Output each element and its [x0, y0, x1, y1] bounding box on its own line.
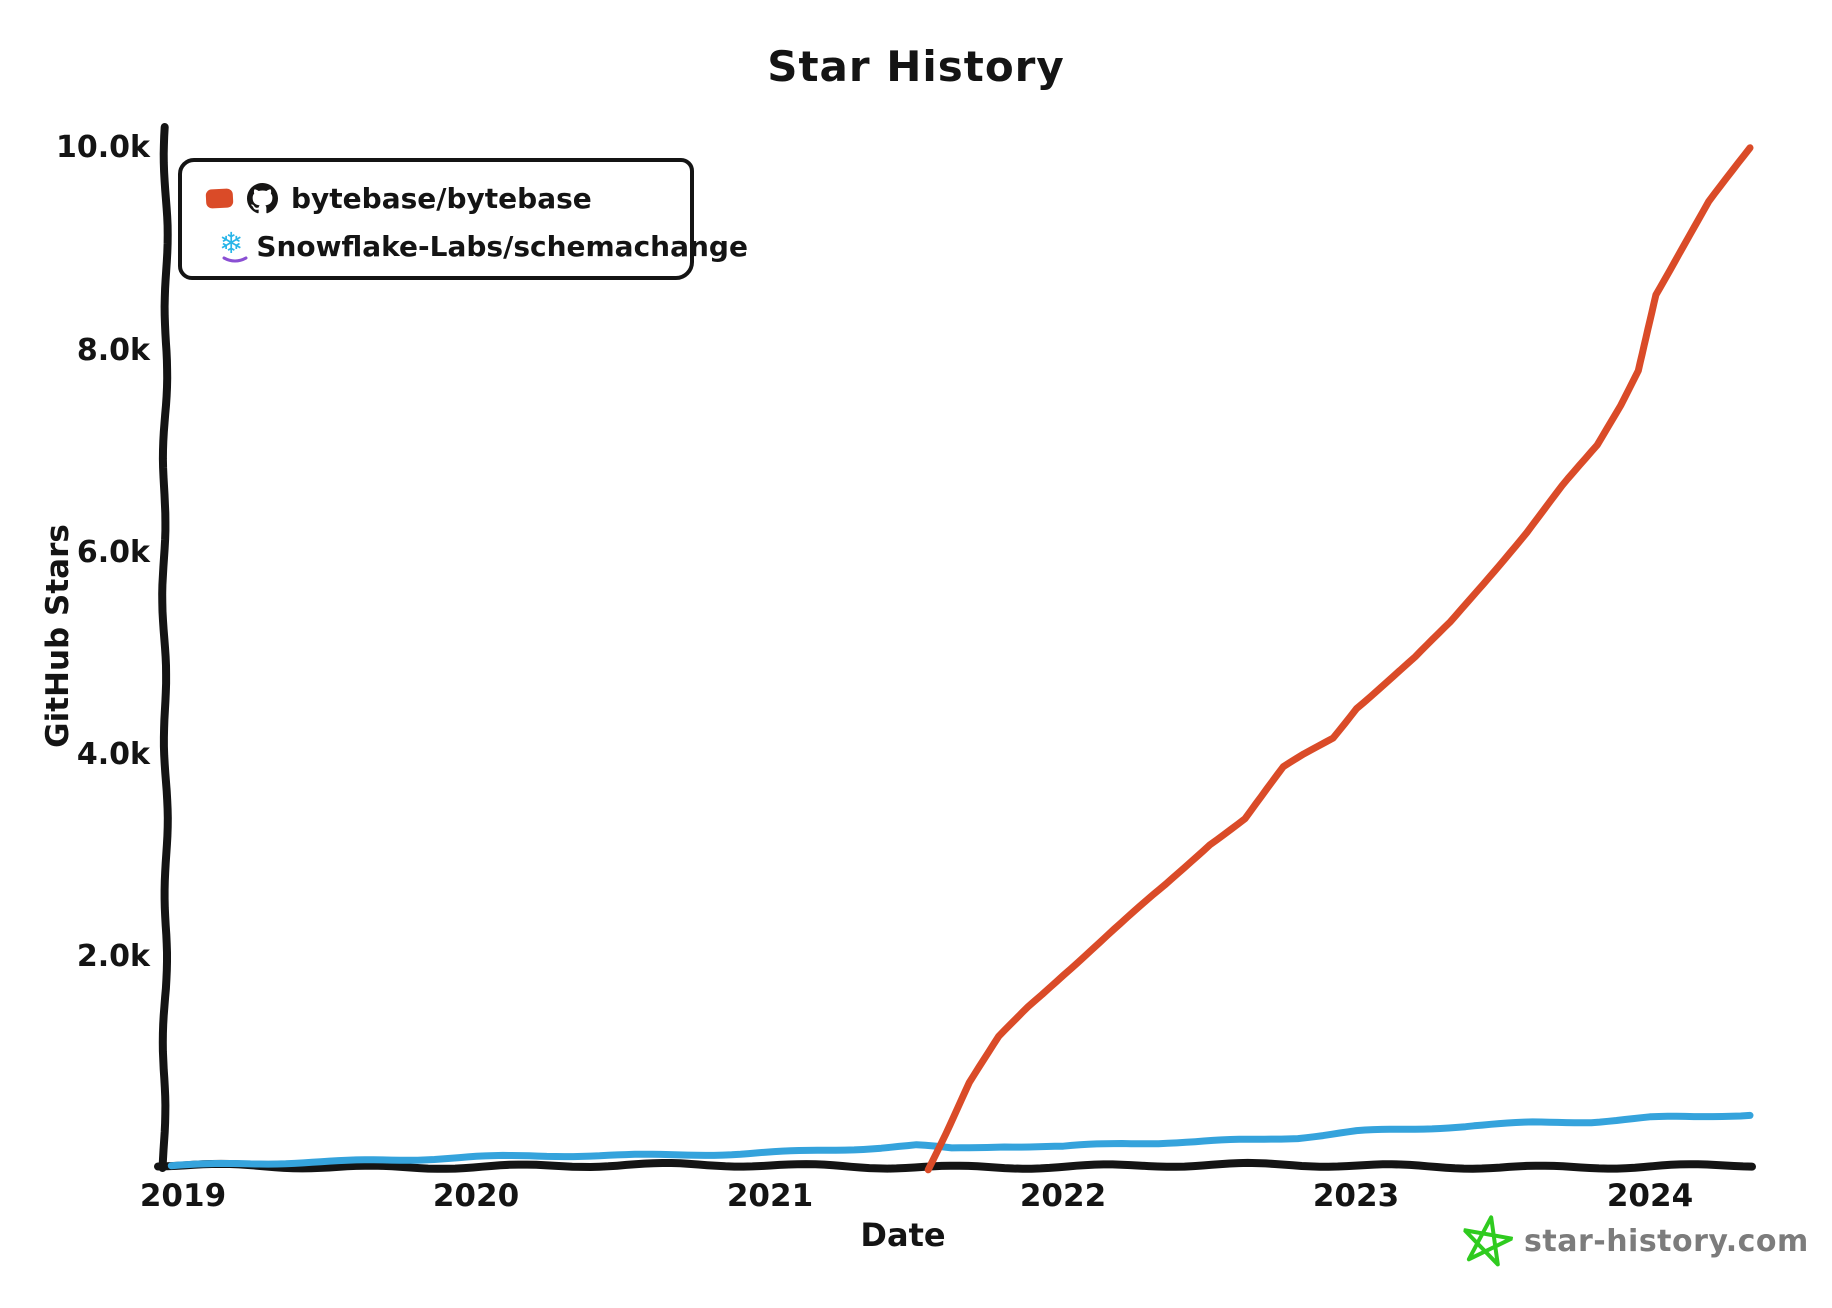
x-tick-label: 2023: [1312, 1178, 1400, 1214]
y-tick-label: 10.0k: [56, 130, 150, 165]
legend-label: bytebase/bytebase: [291, 181, 592, 215]
watermark-link[interactable]: star-history.com: [1462, 1214, 1809, 1268]
legend-item-bytebase: bytebase/bytebase: [205, 174, 690, 222]
page-title: Star History: [767, 42, 1065, 91]
github-octocat-icon: [246, 182, 278, 214]
x-tick-label: 2020: [432, 1178, 520, 1214]
snowflake-icon: ❄: [219, 228, 248, 263]
x-tick-label: 2024: [1606, 1178, 1694, 1214]
series-swatch: [205, 236, 207, 256]
y-axis-title: GitHub Stars: [40, 524, 76, 748]
x-axis-title: Date: [860, 1216, 946, 1254]
series-swatch: [205, 187, 234, 209]
legend: bytebase/bytebase ❄ Snowflake-Labs/schem…: [178, 158, 748, 280]
star-doodle-icon: [1462, 1215, 1514, 1267]
y-tick-label: 8.0k: [76, 333, 150, 368]
legend-item-schemachange: ❄ Snowflake-Labs/schemachange: [205, 222, 748, 270]
x-tick-label: 2022: [1019, 1178, 1107, 1214]
legend-label: Snowflake-Labs/schemachange: [256, 229, 748, 263]
y-tick-label: 6.0k: [76, 535, 150, 570]
y-tick-label: 2.0k: [76, 939, 150, 974]
x-tick-label: 2021: [726, 1178, 814, 1214]
x-tick-label: 2019: [139, 1178, 227, 1214]
y-tick-label: 4.0k: [76, 737, 150, 772]
watermark-text: star-history.com: [1524, 1223, 1809, 1259]
